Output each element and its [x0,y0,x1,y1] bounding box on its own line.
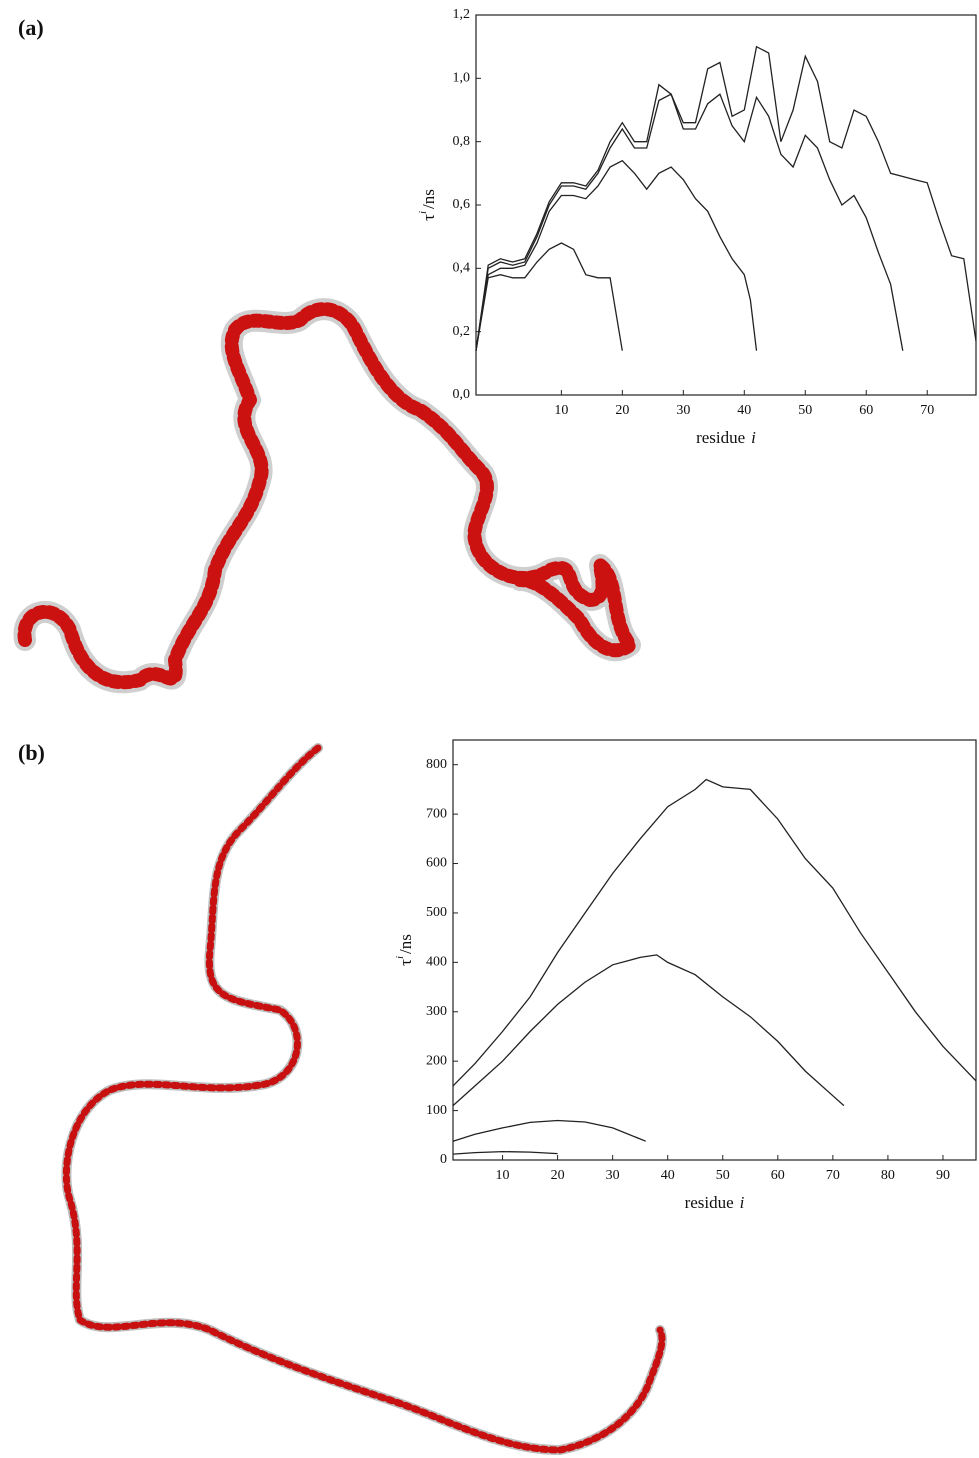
x-tick-label: 20 [551,1168,565,1183]
y-tick-label: 200 [426,1053,447,1068]
x-tick-label: 10 [554,403,568,418]
molecule-b [61,743,667,1455]
x-axis-label: residue i [696,428,756,447]
data-line [452,1119,646,1142]
y-tick-label: 0,0 [453,387,471,402]
y-tick-label: 600 [426,856,447,871]
x-tick-label: 50 [716,1168,730,1183]
x-label-variable: i [751,428,756,447]
y-tick-label: 1,0 [453,71,471,86]
y-tick-label: 300 [426,1004,447,1019]
y-label-symbol: τ [419,214,438,221]
x-tick-label: 40 [661,1168,675,1183]
x-label-text: residue [696,428,745,447]
x-tick-label: 70 [826,1168,840,1183]
x-tick-label: 30 [676,403,690,418]
x-tick-label: 50 [798,403,812,418]
data-line [475,159,758,351]
x-tick-label: 70 [920,403,934,418]
y-tick-label: 400 [426,955,447,970]
data-line [452,778,977,1087]
x-tick-label: 90 [936,1168,950,1183]
panel-label: (a) [18,15,44,40]
data-line [475,242,623,351]
y-tick-label: 700 [426,806,447,821]
y-tick-label: 500 [426,905,447,920]
x-tick-label: 60 [859,403,873,418]
y-axis-label: τi/ns [394,934,415,966]
y-tick-label: 0,2 [453,324,471,339]
x-tick-label: 10 [496,1168,510,1183]
x-tick-label: 60 [771,1168,785,1183]
x-tick-label: 20 [615,403,629,418]
x-tick-label: 80 [881,1168,895,1183]
y-label-unit: /ns [396,934,415,954]
y-tick-label: 0,6 [453,197,471,212]
x-label-text: residue [685,1193,734,1212]
data-line [475,93,904,351]
y-label-superscript: i [394,956,406,959]
x-axis-label: residue i [685,1193,745,1212]
y-tick-label: 0,4 [453,261,471,276]
plot-frame [452,739,977,1161]
y-axis-label: τi/ns [417,189,438,221]
data-line [475,45,977,351]
x-tick-label: 30 [606,1168,620,1183]
molecule-a [13,298,641,694]
y-label-unit: /ns [419,189,438,209]
y-tick-label: 0 [440,1152,447,1167]
y-label-symbol: τ [396,959,415,966]
x-tick-label: 40 [737,403,751,418]
y-tick-label: 100 [426,1103,447,1118]
y-tick-label: 1,2 [453,7,471,22]
y-tick-label: 800 [426,757,447,772]
data-line [452,1150,558,1155]
panel-label: (b) [18,740,45,765]
x-label-variable: i [740,1193,745,1212]
data-line [452,954,845,1107]
y-label-superscript: i [417,211,429,214]
y-tick-label: 0,8 [453,134,471,149]
